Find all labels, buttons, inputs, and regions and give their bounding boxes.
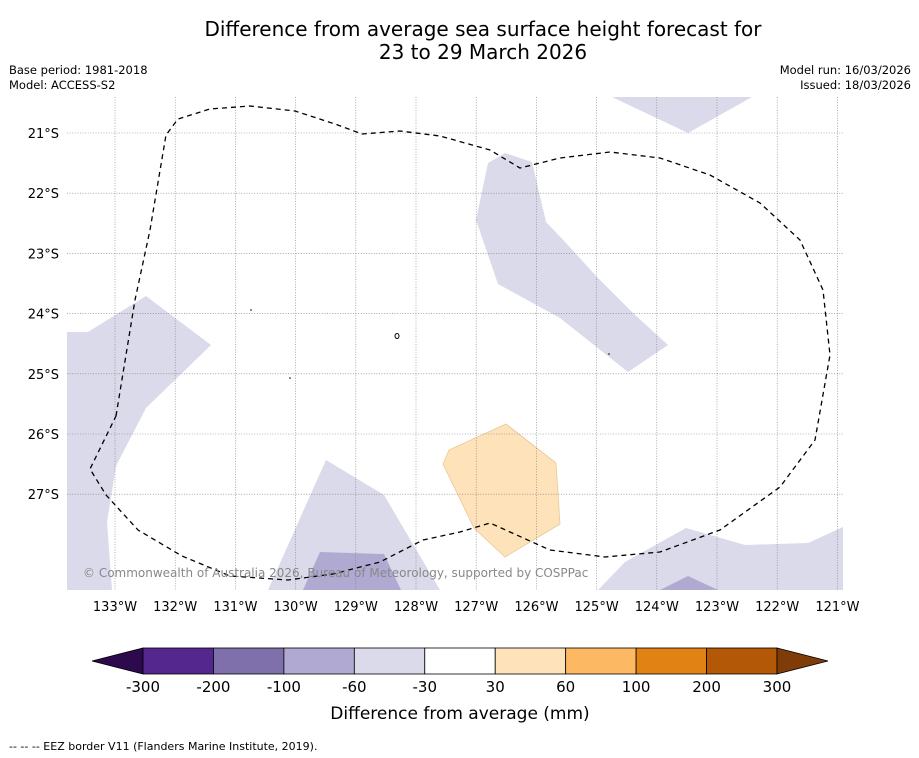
copyright-text: © Commonwealth of Australia 2026, Bureau… [83,566,588,580]
colorbar-tick: -100 [267,678,301,696]
colorbar-tick: -60 [342,678,367,696]
anomaly-region-positive [442,423,561,558]
colorbar-tick: 60 [556,678,575,696]
issued-date: Issued: 18/03/2026 [800,78,911,92]
lat-label: 21°S [28,127,59,142]
map-panel: © Commonwealth of Australia 2026, Bureau… [67,97,843,590]
colorbar-title: Difference from average (mm) [330,704,589,724]
anomaly-medium-purple [303,552,718,590]
footnote: -- -- -- EEZ border V11 (Flanders Marine… [9,740,318,753]
lon-label: 123°W [695,600,739,615]
island-marker [608,353,610,355]
anomaly-region-southeast-core [660,576,718,590]
lat-label: 22°S [28,187,59,202]
lon-label: 130°W [274,600,318,615]
colorbar-bin [635,647,707,675]
lon-label: 127°W [454,600,498,615]
colorbar-bin [424,647,496,675]
longitude-labels: 133°W 132°W 131°W 130°W 129°W 128°W 127°W 126°W… [93,600,860,615]
lat-label: 27°S [28,488,59,503]
eez-border [89,105,831,581]
colorbar-extend-high [776,647,829,675]
anomaly-region-central [476,153,668,372]
lon-label: 122°W [755,600,799,615]
meta-right: Model run: 16/03/2026 Issued: 18/03/2026 [780,63,911,93]
colorbar-bin [494,647,567,675]
colorbar-tick: 30 [486,678,505,696]
colorbar-bin [353,647,426,675]
lat-label: 23°S [28,247,59,262]
colorbar-bins [142,647,778,675]
lon-label: 133°W [93,600,137,615]
island-marker [250,309,252,311]
latitude-labels: 21°S 22°S 23°S 24°S 25°S 26°S 27°S [28,127,59,503]
meta-left: Base period: 1981-2018 Model: ACCESS-S2 [9,63,148,93]
title-line-2: 23 to 29 March 2026 [378,40,588,64]
base-period: Base period: 1981-2018 [9,63,148,77]
model-run: Model run: 16/03/2026 [779,63,911,77]
colorbar-bin [565,647,637,675]
colorbar-tick: -300 [126,678,160,696]
lon-label: 132°W [153,600,197,615]
island-marker [394,333,400,339]
lon-label: 121°W [815,600,859,615]
gridlines [67,97,843,590]
model-name: Model: ACCESS-S2 [9,78,116,92]
colorbar-tick: -200 [196,678,230,696]
colorbar: -300 -200 -100 -60 -30 30 60 100 200 300 Differen… [91,647,829,724]
anomaly-region-southeast [598,527,843,590]
title-line-1: Difference from average sea surface heig… [204,17,762,41]
colorbar-bin [706,647,778,675]
lat-label: 26°S [28,428,59,443]
anomaly-region-north [612,97,752,133]
islands [250,309,610,379]
colorbar-tick: 100 [622,678,651,696]
anomaly-light-purple [67,97,843,590]
colorbar-bin [283,647,355,675]
lat-label: 25°S [28,368,59,383]
lon-label: 131°W [213,600,257,615]
anomaly-region-south-center-core [303,552,401,590]
colorbar-tick: 200 [692,678,721,696]
lon-label: 129°W [334,600,378,615]
colorbar-tick-labels: -300 -200 -100 -60 -30 30 60 100 200 300 [126,678,791,696]
anomaly-region-south-center [268,460,440,590]
colorbar-bin [213,647,285,675]
lat-label: 24°S [28,308,59,323]
lon-label: 128°W [394,600,438,615]
chart-title: Difference from average sea surface heig… [0,18,919,64]
anomaly-region-west [67,296,211,590]
colorbar-extend-low [91,647,144,675]
colorbar-tick: -30 [413,678,438,696]
colorbar-tick: 300 [763,678,792,696]
colorbar-bin [142,647,214,675]
lon-label: 124°W [635,600,679,615]
lon-label: 125°W [575,600,619,615]
lon-label: 126°W [514,600,558,615]
island-marker [289,377,291,379]
